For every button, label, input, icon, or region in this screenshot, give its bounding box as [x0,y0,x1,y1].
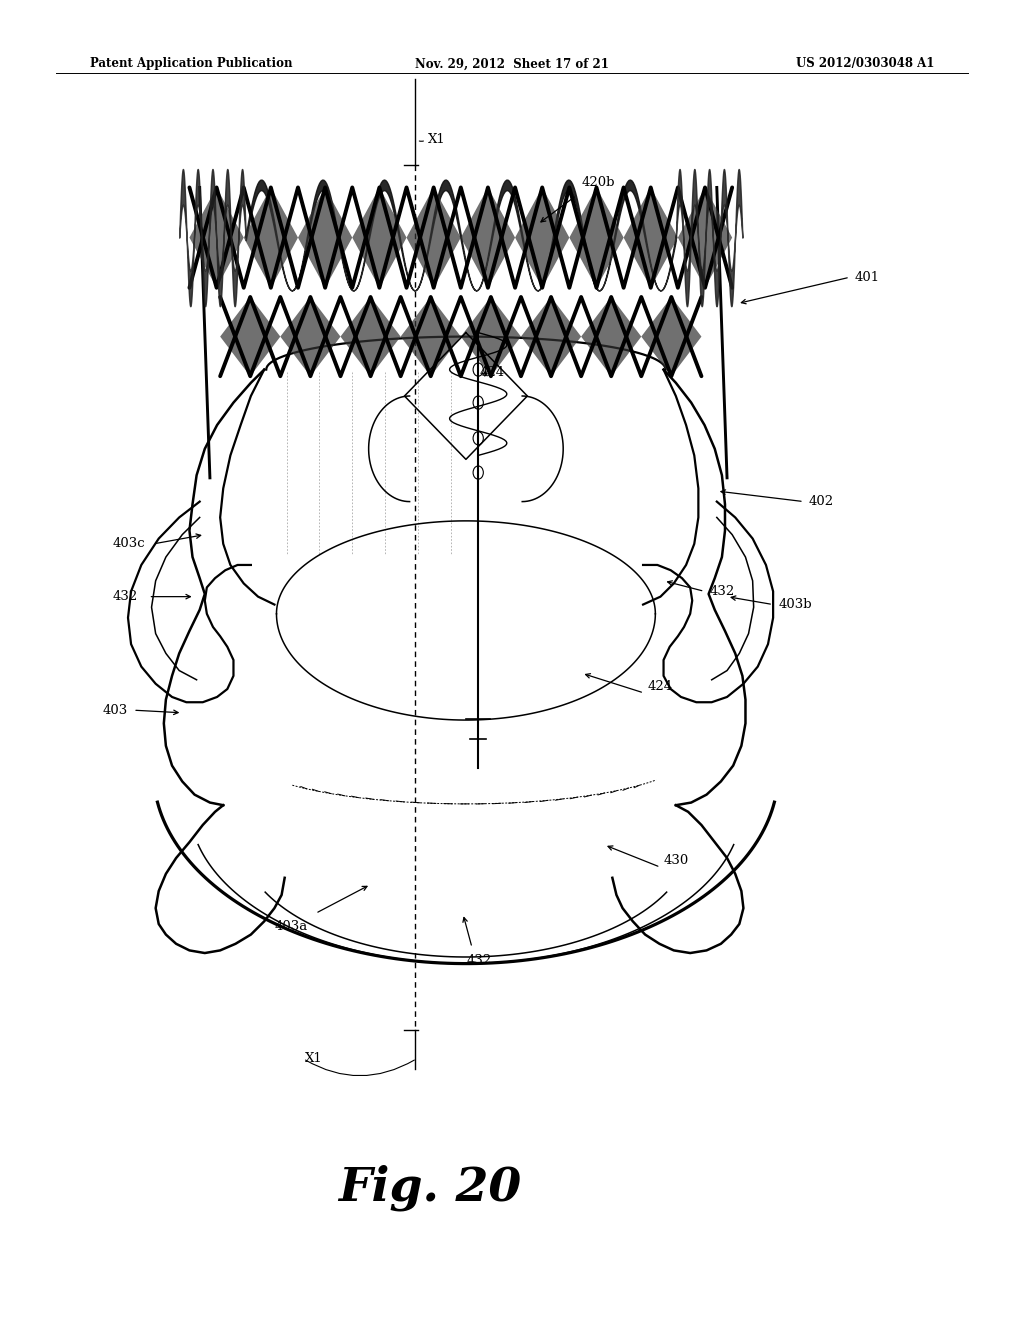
Polygon shape [407,187,461,288]
Text: Nov. 29, 2012  Sheet 17 of 21: Nov. 29, 2012 Sheet 17 of 21 [415,58,609,70]
Text: 420b: 420b [582,176,615,189]
Polygon shape [678,187,732,288]
Text: 403: 403 [102,704,128,717]
Polygon shape [641,297,701,376]
Text: 403a: 403a [274,920,307,933]
Text: 403c: 403c [113,537,145,550]
Polygon shape [220,297,281,376]
FancyArrowPatch shape [305,1060,415,1076]
Text: 424: 424 [479,366,505,379]
Polygon shape [461,297,521,376]
Text: 402: 402 [809,495,835,508]
Text: 432: 432 [467,954,493,968]
Polygon shape [582,297,641,376]
Polygon shape [244,187,298,288]
Polygon shape [281,297,340,376]
Text: 432: 432 [113,590,138,603]
Text: X1: X1 [305,1052,323,1065]
Polygon shape [189,187,244,288]
Polygon shape [515,187,569,288]
Text: 403b: 403b [778,598,812,611]
Text: Patent Application Publication: Patent Application Publication [90,58,293,70]
Polygon shape [569,187,624,288]
Polygon shape [521,297,582,376]
Text: 432: 432 [710,585,735,598]
Polygon shape [400,297,461,376]
Polygon shape [461,187,515,288]
Polygon shape [298,187,352,288]
Polygon shape [624,187,678,288]
Text: 424: 424 [647,680,673,693]
Text: US 2012/0303048 A1: US 2012/0303048 A1 [796,58,934,70]
Text: X1: X1 [428,133,445,147]
Text: Fig. 20: Fig. 20 [339,1164,521,1210]
Text: 401: 401 [855,271,881,284]
Text: 430: 430 [664,854,689,867]
Polygon shape [340,297,400,376]
Polygon shape [352,187,407,288]
